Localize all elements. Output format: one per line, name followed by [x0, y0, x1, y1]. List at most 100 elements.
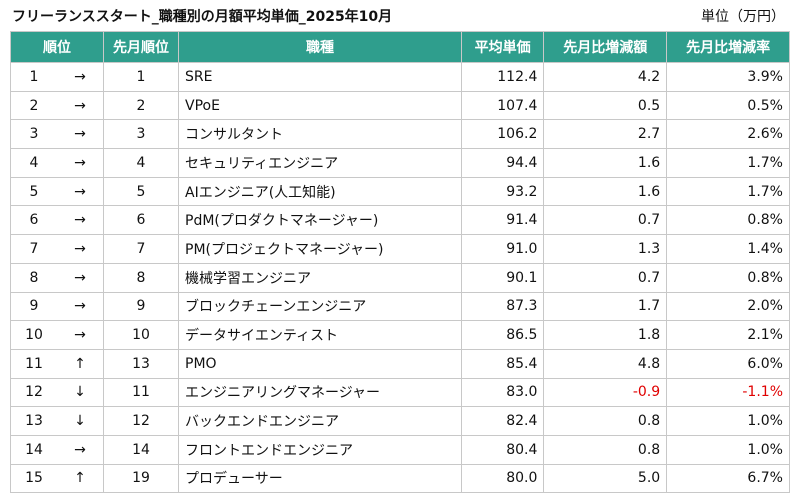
- previous-rank: 12: [103, 406, 179, 436]
- change-amount: 0.5: [543, 90, 668, 121]
- change-amount: 1.7: [543, 291, 668, 322]
- rank-change: →: [57, 291, 104, 322]
- table-row: 13 ↓ 12 バックエンドエンジニア 82.4 0.8 1.0%: [10, 406, 790, 436]
- change-amount: 0.8: [543, 434, 668, 465]
- rank: 6: [10, 205, 57, 236]
- change-amount: 2.7: [543, 119, 668, 150]
- job-type: プロデューサー: [178, 463, 462, 494]
- table-row: 14 → 14 フロントエンドエンジニア 80.4 0.8 1.0%: [10, 434, 790, 465]
- rank: 9: [10, 291, 57, 322]
- average-price: 91.0: [460, 234, 545, 264]
- average-price: 90.1: [460, 262, 545, 293]
- average-price: 83.0: [460, 377, 545, 408]
- rank-change: →: [57, 176, 104, 207]
- change-rate: 1.7%: [666, 148, 790, 178]
- rank: 15: [10, 463, 57, 494]
- rank-change: →: [57, 90, 104, 121]
- average-price: 91.4: [460, 205, 545, 236]
- change-rate: 2.1%: [666, 320, 790, 350]
- title: フリーランススタート_職種別の月額平均単価_2025年10月: [12, 9, 393, 25]
- table-row: 12 ↓ 11 エンジニアリングマネージャー 83.0 -0.9 -1.1%: [10, 377, 790, 408]
- job-type: PdM(プロダクトマネージャー): [178, 205, 462, 236]
- job-type: PM(プロジェクトマネージャー): [178, 234, 462, 264]
- previous-rank: 7: [103, 234, 179, 264]
- column-header: 順位: [10, 31, 104, 63]
- previous-rank: 13: [103, 348, 179, 379]
- change-rate: 6.0%: [666, 348, 790, 379]
- rank: 11: [10, 348, 57, 379]
- job-type: バックエンドエンジニア: [178, 406, 462, 436]
- change-rate: 3.9%: [666, 62, 790, 92]
- rank: 13: [10, 406, 57, 436]
- rank: 12: [10, 377, 57, 408]
- rank: 4: [10, 148, 57, 178]
- rank: 2: [10, 90, 57, 121]
- job-type: VPoE: [178, 90, 462, 121]
- table-row: 5 → 5 AIエンジニア(人工知能) 93.2 1.6 1.7%: [10, 176, 790, 207]
- average-price: 86.5: [460, 320, 545, 350]
- rank: 8: [10, 262, 57, 293]
- change-amount: 1.6: [543, 148, 668, 178]
- rank-change: →: [57, 119, 104, 150]
- column-header: 職種: [178, 31, 462, 63]
- job-type: AIエンジニア(人工知能): [178, 176, 462, 207]
- unit: 単位（万円）: [701, 9, 785, 25]
- change-rate: 0.8%: [666, 205, 790, 236]
- previous-rank: 19: [103, 463, 179, 494]
- change-amount: 0.8: [543, 406, 668, 436]
- change-rate: 1.0%: [666, 434, 790, 465]
- change-rate: 1.0%: [666, 406, 790, 436]
- previous-rank: 8: [103, 262, 179, 293]
- rank-change: →: [57, 148, 104, 178]
- change-amount: 0.7: [543, 262, 668, 293]
- table-row: 11 ↑ 13 PMO 85.4 4.8 6.0%: [10, 348, 790, 379]
- rank: 1: [10, 62, 57, 92]
- rank-change: →: [57, 205, 104, 236]
- average-price: 80.0: [460, 463, 545, 494]
- table-row: 6 → 6 PdM(プロダクトマネージャー) 91.4 0.7 0.8%: [10, 205, 790, 236]
- table-row: 2 → 2 VPoE 107.4 0.5 0.5%: [10, 90, 790, 121]
- average-price: 94.4: [460, 148, 545, 178]
- rank-change: →: [57, 320, 104, 350]
- table-row: 9 → 9 ブロックチェーンエンジニア 87.3 1.7 2.0%: [10, 291, 790, 322]
- previous-rank: 10: [103, 320, 179, 350]
- job-type: コンサルタント: [178, 119, 462, 150]
- table-row: 1 → 1 SRE 112.4 4.2 3.9%: [10, 62, 790, 92]
- average-price: 82.4: [460, 406, 545, 436]
- change-amount: 0.7: [543, 205, 668, 236]
- previous-rank: 6: [103, 205, 179, 236]
- table-row: 3 → 3 コンサルタント 106.2 2.7 2.6%: [10, 119, 790, 150]
- average-price: 112.4: [460, 62, 545, 92]
- change-amount: -0.9: [543, 377, 668, 408]
- job-type: 機械学習エンジニア: [178, 262, 462, 293]
- rank: 3: [10, 119, 57, 150]
- rank-change: →: [57, 262, 104, 293]
- table-row: 10 → 10 データサイエンティスト 86.5 1.8 2.1%: [10, 320, 790, 350]
- rank-change: ↓: [57, 377, 104, 408]
- job-type: フロントエンドエンジニア: [178, 434, 462, 465]
- column-header: 先月比増減率: [666, 31, 790, 63]
- column-header: 先月順位: [103, 31, 179, 63]
- job-type: エンジニアリングマネージャー: [178, 377, 462, 408]
- table-row: 8 → 8 機械学習エンジニア 90.1 0.7 0.8%: [10, 262, 790, 293]
- change-rate: 6.7%: [666, 463, 790, 494]
- change-rate: 1.4%: [666, 234, 790, 264]
- previous-rank: 5: [103, 176, 179, 207]
- change-rate: 0.8%: [666, 262, 790, 293]
- job-type: SRE: [178, 62, 462, 92]
- rank-change: →: [57, 62, 104, 92]
- rank-change: →: [57, 234, 104, 264]
- average-price: 87.3: [460, 291, 545, 322]
- previous-rank: 14: [103, 434, 179, 465]
- column-header: 先月比増減額: [543, 31, 668, 63]
- table-row: 15 ↑ 19 プロデューサー 80.0 5.0 6.7%: [10, 463, 790, 494]
- change-amount: 4.2: [543, 62, 668, 92]
- table-row: 4 → 4 セキュリティエンジニア 94.4 1.6 1.7%: [10, 148, 790, 178]
- rank: 5: [10, 176, 57, 207]
- job-type: ブロックチェーンエンジニア: [178, 291, 462, 322]
- average-price: 80.4: [460, 434, 545, 465]
- change-rate: 2.6%: [666, 119, 790, 150]
- previous-rank: 3: [103, 119, 179, 150]
- average-price: 93.2: [460, 176, 545, 207]
